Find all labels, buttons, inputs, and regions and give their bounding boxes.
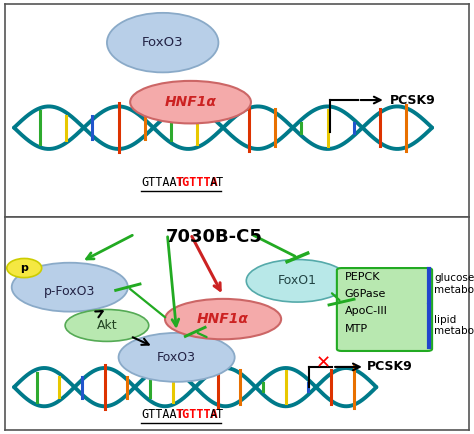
Text: PCSK9: PCSK9: [367, 360, 413, 373]
Text: ✕: ✕: [315, 355, 330, 373]
Text: AT: AT: [210, 177, 224, 190]
Text: MTP: MTP: [345, 324, 368, 334]
Text: TGTTTA: TGTTTA: [175, 408, 219, 421]
Ellipse shape: [107, 13, 219, 72]
Text: PEPCK: PEPCK: [345, 272, 380, 282]
Text: lipid
metabolism: lipid metabolism: [434, 315, 474, 336]
Text: glucose
metabolism: glucose metabolism: [434, 273, 474, 295]
Text: GTTAAT: GTTAAT: [141, 177, 184, 190]
Ellipse shape: [7, 259, 42, 278]
Text: p-FoxO3: p-FoxO3: [44, 285, 95, 298]
Text: AT: AT: [210, 408, 224, 421]
Text: FoxO1: FoxO1: [278, 274, 317, 287]
Text: PCSK9: PCSK9: [390, 94, 436, 106]
Text: ApoC-III: ApoC-III: [345, 306, 388, 316]
Text: HNF1α: HNF1α: [197, 312, 249, 326]
Text: p: p: [20, 263, 28, 273]
Text: 7030B-C5: 7030B-C5: [165, 227, 262, 246]
Text: FoxO3: FoxO3: [142, 36, 183, 49]
Ellipse shape: [65, 309, 149, 342]
Ellipse shape: [246, 260, 348, 302]
Text: Akt: Akt: [97, 319, 117, 332]
Text: G6Pase: G6Pase: [345, 289, 386, 299]
Ellipse shape: [118, 333, 235, 382]
Text: GTTAAT: GTTAAT: [141, 408, 184, 421]
Text: HNF1α: HNF1α: [164, 95, 217, 109]
FancyBboxPatch shape: [337, 268, 432, 351]
Text: TGTTTA: TGTTTA: [175, 177, 219, 190]
Text: FoxO3: FoxO3: [157, 351, 196, 364]
Ellipse shape: [12, 263, 128, 312]
Ellipse shape: [130, 81, 251, 123]
Ellipse shape: [165, 299, 281, 339]
